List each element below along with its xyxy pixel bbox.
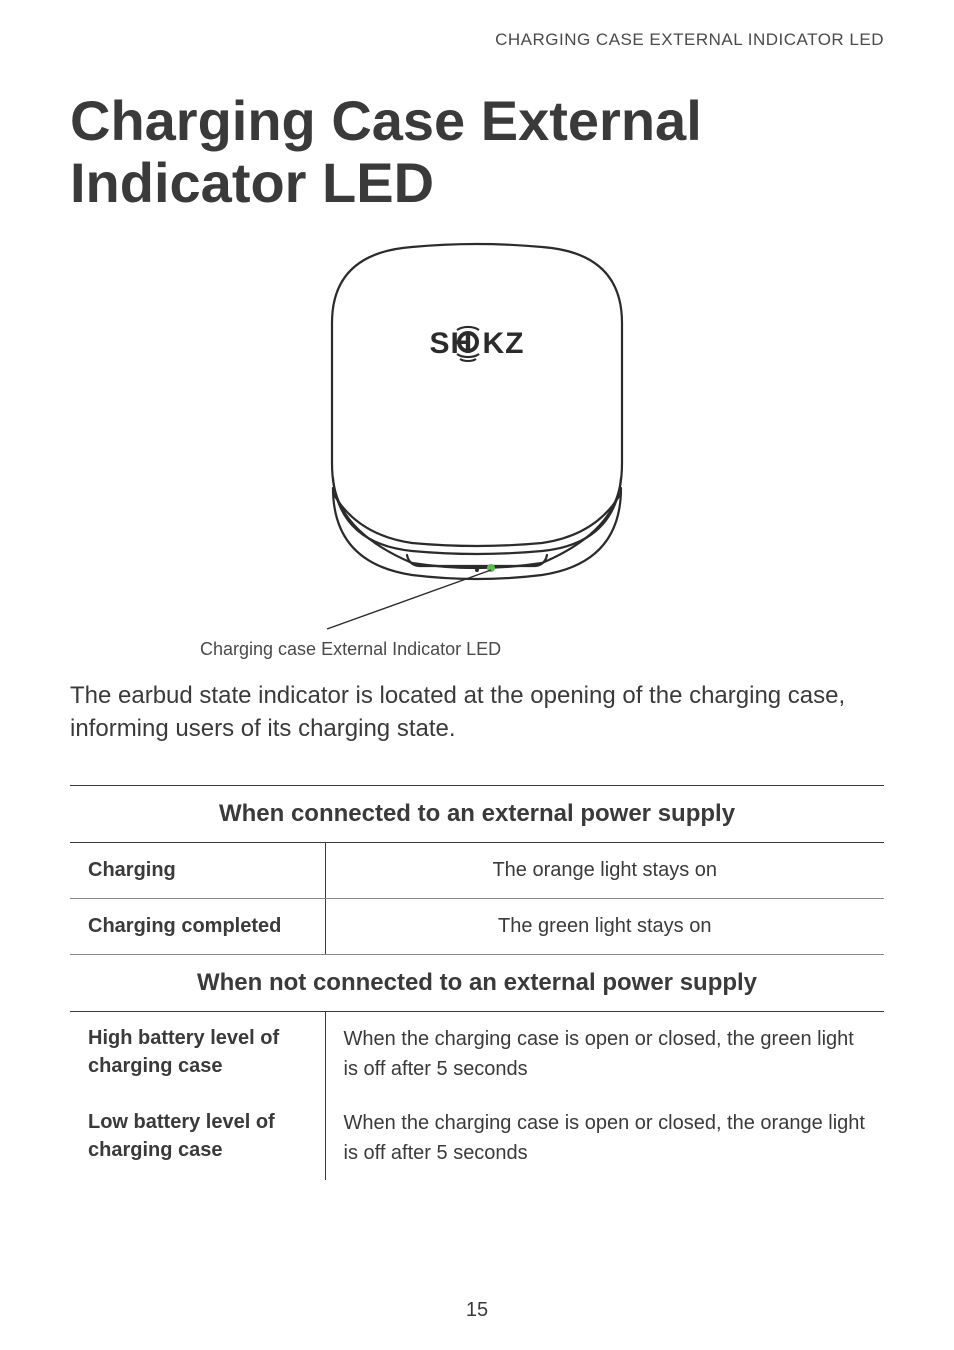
row-value: The orange light stays on [325,843,884,899]
table-not-connected: High battery level of charging case When… [70,1012,884,1180]
row-value: When the charging case is open or closed… [325,1096,884,1180]
row-value: When the charging case is open or closed… [325,1012,884,1096]
page-title: Charging Case External Indicator LED [70,90,884,213]
table-row: Low battery level of charging case When … [70,1096,884,1180]
table1-heading: When connected to an external power supp… [70,785,884,843]
page-number: 15 [0,1299,954,1322]
diagram-container: SH KZ Charging case External Indicator L… [70,233,884,660]
table-row: Charging The orange light stays on [70,843,884,899]
table-row: High battery level of charging case When… [70,1012,884,1096]
description-text: The earbud state indicator is located at… [70,680,884,745]
charging-case-diagram: SH KZ [237,233,717,633]
diagram-caption: Charging case External Indicator LED [200,639,501,660]
manual-page: CHARGING CASE EXTERNAL INDICATOR LED Cha… [0,0,954,1350]
header-label: CHARGING CASE EXTERNAL INDICATOR LED [70,30,884,50]
callout-line [327,570,491,629]
table2-heading: When not connected to an external power … [70,955,884,1012]
row-value: The green light stays on [325,898,884,954]
row-label: Charging [70,843,325,899]
row-label: Charging completed [70,898,325,954]
row-label: High battery level of charging case [70,1012,325,1096]
table-connected: Charging The orange light stays on Charg… [70,843,884,955]
row-label: Low battery level of charging case [70,1096,325,1180]
table-row: Charging completed The green light stays… [70,898,884,954]
